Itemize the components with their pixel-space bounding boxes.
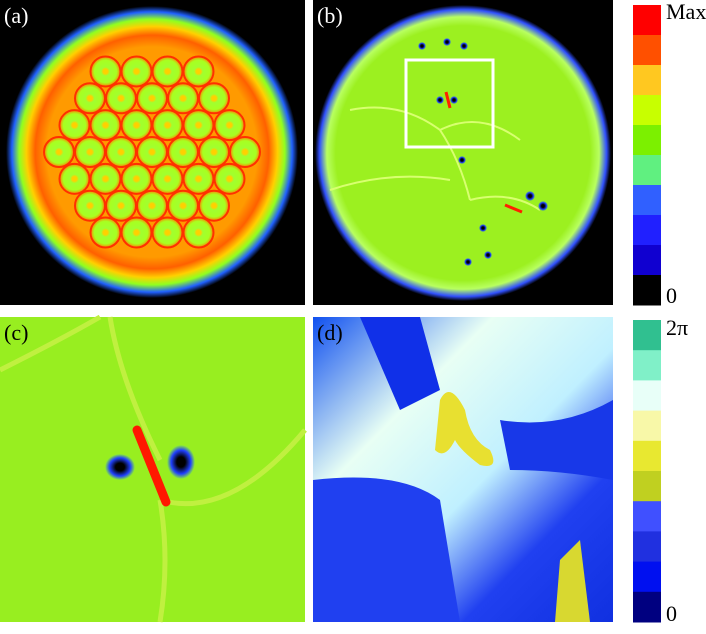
cell-lattice bbox=[43, 55, 261, 249]
colorbar-segment bbox=[633, 5, 661, 36]
colorbar-segment bbox=[633, 65, 661, 96]
cell bbox=[89, 109, 122, 142]
colorbar-segment bbox=[633, 320, 661, 351]
cell bbox=[105, 189, 137, 222]
cell bbox=[105, 136, 137, 168]
cell bbox=[182, 162, 215, 195]
colorbar-segment bbox=[633, 410, 661, 442]
disc bbox=[315, 5, 611, 301]
colorbar-segment bbox=[633, 35, 661, 66]
domain-walls bbox=[329, 106, 541, 211]
cell bbox=[167, 189, 199, 222]
cell bbox=[182, 109, 215, 142]
colorbar-max-label: 2π bbox=[666, 315, 688, 340]
colorbar-segment bbox=[633, 561, 661, 593]
cell bbox=[136, 136, 168, 168]
colorbar-segment bbox=[633, 95, 661, 126]
cell bbox=[74, 136, 106, 168]
colorbar-segment bbox=[633, 185, 661, 216]
cell bbox=[43, 136, 75, 168]
cell bbox=[151, 109, 184, 142]
cell bbox=[229, 136, 261, 168]
colorbar-segment bbox=[633, 155, 661, 186]
colorbar-min-label: 0 bbox=[666, 283, 677, 308]
cell bbox=[89, 55, 122, 88]
cell bbox=[89, 162, 122, 195]
colorbar bbox=[633, 320, 661, 623]
colorbar-segment bbox=[633, 275, 661, 306]
vortex bbox=[105, 454, 135, 480]
zoom-box bbox=[404, 58, 495, 149]
cell bbox=[182, 216, 215, 249]
colorbar-segment bbox=[633, 380, 661, 412]
domain-walls bbox=[0, 314, 307, 623]
colorbar-segment bbox=[633, 215, 661, 246]
cell bbox=[74, 189, 106, 222]
cell bbox=[58, 162, 91, 195]
colorbar-segment bbox=[633, 471, 661, 502]
cell bbox=[120, 162, 153, 195]
cell bbox=[74, 82, 106, 115]
cell bbox=[182, 55, 215, 88]
cell bbox=[105, 82, 137, 115]
cell bbox=[58, 109, 91, 142]
cell bbox=[213, 162, 246, 195]
cell bbox=[120, 216, 153, 249]
panel-d bbox=[313, 317, 613, 622]
cell bbox=[120, 109, 153, 142]
colorbar-segment bbox=[633, 125, 661, 156]
colorbar bbox=[633, 5, 661, 306]
cell bbox=[167, 82, 199, 115]
cell bbox=[89, 216, 122, 249]
cell bbox=[167, 136, 199, 168]
cell bbox=[151, 162, 184, 195]
cell bbox=[120, 55, 153, 88]
cell bbox=[198, 82, 230, 115]
cell bbox=[151, 216, 184, 249]
cell bbox=[151, 55, 184, 88]
colorbar-segment bbox=[633, 501, 661, 532]
cell bbox=[198, 189, 230, 222]
colorbar-min-label: 0 bbox=[666, 601, 677, 626]
panel-label: (d) bbox=[317, 320, 343, 345]
cell bbox=[136, 82, 168, 115]
colorbar-max-label: Max bbox=[666, 0, 706, 24]
cell bbox=[136, 189, 168, 222]
colorbar-segment bbox=[633, 531, 661, 563]
panel-label: (b) bbox=[317, 3, 343, 28]
colorbar-segment bbox=[633, 591, 661, 623]
colorbar-segment bbox=[633, 350, 661, 381]
cell bbox=[213, 109, 246, 142]
wall bbox=[132, 425, 171, 507]
colorbar-segment bbox=[633, 440, 661, 472]
vortex bbox=[167, 445, 195, 479]
panel-label: (a) bbox=[4, 3, 28, 28]
vortices bbox=[418, 38, 548, 266]
panel-label: (c) bbox=[4, 320, 28, 345]
colorbar-segment bbox=[633, 245, 661, 276]
cell bbox=[198, 136, 230, 168]
